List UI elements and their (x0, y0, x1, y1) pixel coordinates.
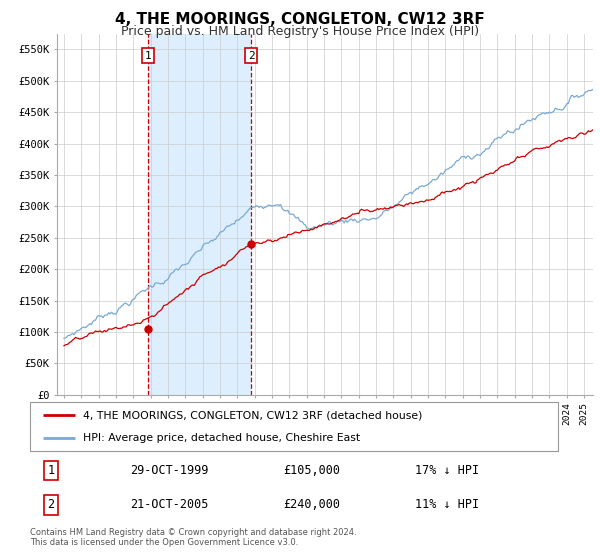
Text: 17% ↓ HPI: 17% ↓ HPI (415, 464, 479, 477)
Text: 21-OCT-2005: 21-OCT-2005 (130, 498, 209, 511)
Text: This data is licensed under the Open Government Licence v3.0.: This data is licensed under the Open Gov… (30, 538, 298, 547)
Text: 4, THE MOORINGS, CONGLETON, CW12 3RF: 4, THE MOORINGS, CONGLETON, CW12 3RF (115, 12, 485, 27)
Text: 1: 1 (145, 50, 151, 60)
Text: 29-OCT-1999: 29-OCT-1999 (130, 464, 209, 477)
Text: HPI: Average price, detached house, Cheshire East: HPI: Average price, detached house, Ches… (83, 433, 360, 443)
Bar (148, 34, 251, 395)
Text: Contains HM Land Registry data © Crown copyright and database right 2024.: Contains HM Land Registry data © Crown c… (30, 528, 356, 536)
Text: £105,000: £105,000 (283, 464, 340, 477)
FancyBboxPatch shape (30, 402, 558, 451)
Text: 4, THE MOORINGS, CONGLETON, CW12 3RF (detached house): 4, THE MOORINGS, CONGLETON, CW12 3RF (de… (83, 410, 422, 421)
Text: 1: 1 (47, 464, 55, 477)
Text: Price paid vs. HM Land Registry's House Price Index (HPI): Price paid vs. HM Land Registry's House … (121, 25, 479, 38)
Text: £240,000: £240,000 (283, 498, 340, 511)
Text: 2: 2 (47, 498, 55, 511)
Text: 11% ↓ HPI: 11% ↓ HPI (415, 498, 479, 511)
Text: 2: 2 (248, 50, 254, 60)
